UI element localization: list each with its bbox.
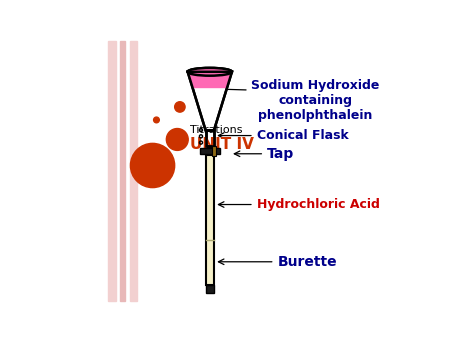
Bar [206, 130, 214, 146]
Bar [130, 41, 137, 301]
Bar [209, 147, 211, 148]
Ellipse shape [188, 68, 232, 76]
Text: Hydrochloric Acid: Hydrochloric Acid [218, 198, 379, 211]
Circle shape [153, 117, 159, 123]
Polygon shape [206, 146, 214, 155]
Bar [120, 41, 125, 301]
Text: Conical Flask: Conical Flask [218, 129, 348, 142]
Circle shape [166, 128, 188, 150]
Text: Burette: Burette [218, 255, 337, 269]
Text: Titrations: Titrations [190, 125, 243, 135]
Text: Sodium Hydroxide
containing
phenolphthalein: Sodium Hydroxide containing phenolphthal… [252, 79, 380, 122]
Bar [206, 130, 214, 146]
Bar [108, 41, 116, 301]
Bar [206, 155, 214, 285]
Circle shape [130, 143, 175, 188]
Circle shape [175, 102, 185, 112]
Polygon shape [188, 72, 232, 88]
Bar [212, 146, 216, 156]
Text: Tap: Tap [234, 147, 294, 161]
Bar [206, 285, 214, 293]
Text: UNIT IV: UNIT IV [190, 137, 254, 152]
Bar [208, 146, 212, 154]
Bar [200, 148, 220, 154]
Ellipse shape [188, 68, 232, 76]
Polygon shape [188, 72, 232, 130]
